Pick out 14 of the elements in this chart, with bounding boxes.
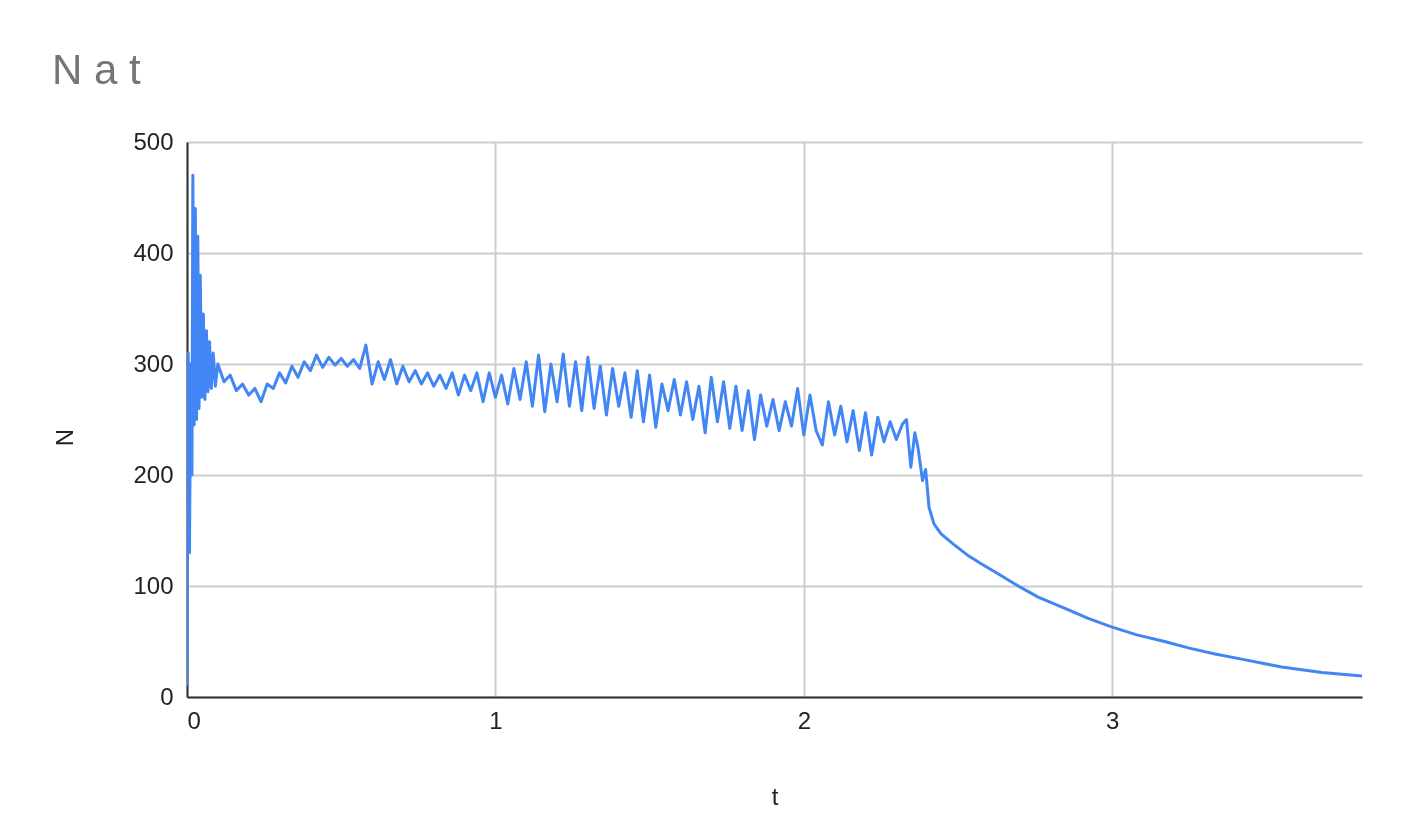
y-tick-label: 500	[133, 127, 174, 155]
x-tick-label: 2	[797, 706, 811, 734]
x-tick-label: 0	[187, 706, 201, 734]
y-tick-label: 400	[133, 238, 174, 266]
x-axis-title: t	[771, 782, 779, 810]
y-tick-label: 200	[133, 460, 174, 488]
y-tick-label: 300	[133, 349, 174, 377]
y-tick-label: 100	[133, 571, 174, 599]
line-series	[187, 173, 1362, 688]
y-tick-label: 0	[160, 682, 174, 710]
x-tick-label: 3	[1106, 706, 1120, 734]
chart-title: N a t	[52, 46, 142, 93]
y-axis-title: N	[50, 428, 78, 447]
x-tick-label: 1	[489, 706, 503, 734]
